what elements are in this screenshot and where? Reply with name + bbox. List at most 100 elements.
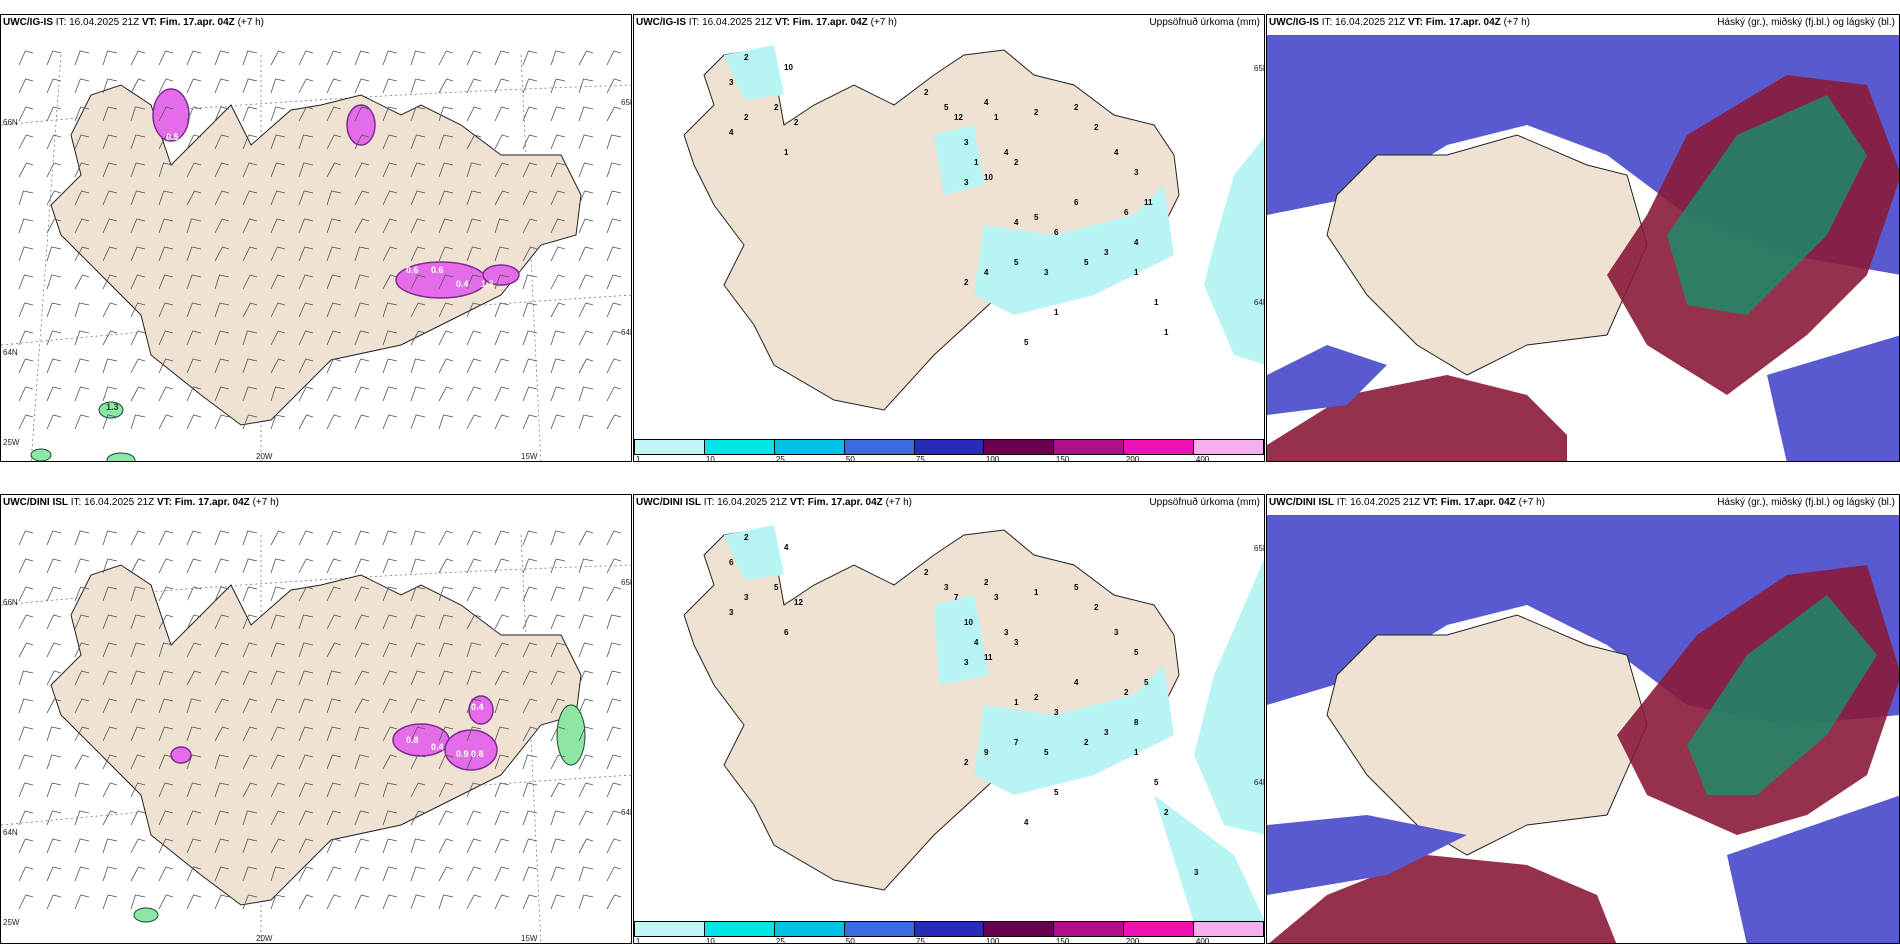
wind-barb [214,810,230,826]
wind-barb [74,866,90,882]
wind-barb [326,386,342,402]
wind-barb [270,274,286,290]
wind-barb [466,838,482,854]
wind-barb [438,274,454,290]
precip-value: 3 [1014,638,1019,647]
wind-barb [606,246,622,262]
wind-barb [158,642,174,658]
wind-barb [326,614,342,630]
wind-barb [550,162,566,178]
wind-barb [494,642,510,658]
wind-barb [438,866,454,882]
wind-barb [158,838,174,854]
wind-barb [606,614,622,630]
panel-title: Uppsöfnuð úrkoma (mm) [1149,17,1260,28]
wind-barb [354,162,370,178]
precip-value: 5 [1074,583,1079,592]
wind-barb [438,670,454,686]
wind-barb [158,106,174,122]
legend-bar [634,439,1264,455]
wind-barb [550,358,566,374]
wind-barb [354,558,370,574]
precip-value: 3 [994,593,999,602]
wind-barb [606,218,622,234]
wind-barb [354,134,370,150]
wind-barb [102,358,118,374]
precip-value: 4 [1134,238,1139,247]
wind-barb [74,190,90,206]
wind-barb [46,866,62,882]
wind-barb [46,162,62,178]
wind-barb [494,838,510,854]
wind-barb [242,134,258,150]
precip-value: 7 [1014,738,1019,747]
wind-barb [130,414,146,430]
wind-barb [606,302,622,318]
precip-value: 4 [984,268,989,277]
wind-barb [494,530,510,546]
wind-barb [522,866,538,882]
precip-value: 12 [954,113,963,122]
wind-barb [578,386,594,402]
wind-barb [494,218,510,234]
wind-barb [466,106,482,122]
precip-value: 5 [1134,648,1139,657]
wind-barb [298,810,314,826]
wind-barb [46,414,62,430]
precip-value: 2 [744,533,749,542]
wind-barb [46,754,62,770]
wind-barb [354,586,370,602]
wind-barb [466,190,482,206]
wind-barb [578,78,594,94]
wind-barb [466,586,482,602]
wind-barb [130,754,146,770]
wind-barb [214,530,230,546]
wind-barb [382,894,398,910]
wind-barb [606,190,622,206]
wind-barb [186,810,202,826]
wind-barb [466,614,482,630]
lon-label: 15W [521,934,538,943]
wind-barb [74,274,90,290]
wind-barb [494,866,510,882]
wind-barb [270,50,286,66]
wind-barb [466,894,482,910]
wind-barb [102,586,118,602]
wind-barb [46,302,62,318]
wind-barb [438,838,454,854]
wind-barb [522,614,538,630]
wind-barb [18,670,34,686]
wind-barb [242,106,258,122]
wind-barb [130,586,146,602]
wind-barb [606,894,622,910]
wind-barb [298,782,314,798]
wind-barb [326,754,342,770]
wind-barb [130,134,146,150]
wind-barb [438,218,454,234]
wind-barb [326,134,342,150]
precip-value: 12 [794,598,803,607]
wind-barb [578,894,594,910]
wind-barb [354,414,370,430]
wind-barb [382,330,398,346]
wind-barb [438,190,454,206]
wind-barb [298,386,314,402]
wind-barb [130,50,146,66]
cloud-map [1267,515,1899,943]
precip-value: 2 [1074,103,1079,112]
wind-barb [186,50,202,66]
wind-barb [214,754,230,770]
wind-barb [382,670,398,686]
legend-swatch [914,440,985,454]
wind-barb [102,162,118,178]
wind-barb [438,134,454,150]
wind-barb [158,866,174,882]
precip-value: 2 [1094,123,1099,132]
wind-barb [298,190,314,206]
wind-barb [606,586,622,602]
wind-barb [298,134,314,150]
wind-barb [102,414,118,430]
wind-barb [410,754,426,770]
wind-barb [550,50,566,66]
wind-barb [578,274,594,290]
